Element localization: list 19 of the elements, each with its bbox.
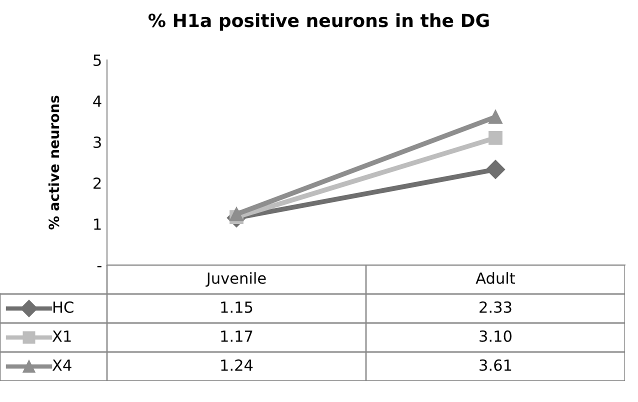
text: 2.33 bbox=[480, 301, 512, 313]
y-axis-title: % active neurons bbox=[48, 96, 60, 230]
chart-title: % H1a positive neurons in the DG bbox=[148, 13, 489, 31]
y-tick-label: 1 bbox=[94, 218, 101, 230]
legend-label: X4 bbox=[52, 360, 72, 371]
legend-label: HC bbox=[54, 301, 74, 313]
text: 3.10 bbox=[480, 330, 512, 342]
y-tick-label: - bbox=[97, 266, 102, 268]
x-tick-label: Juvenile bbox=[206, 272, 266, 287]
text: 3.61 bbox=[480, 359, 512, 371]
x-tick-label: Adult bbox=[476, 272, 516, 284]
y-tick-label: 5 bbox=[94, 54, 101, 66]
y-tick-label: 2 bbox=[94, 177, 101, 189]
y-tick-label: 3 bbox=[94, 136, 101, 148]
legend-label: X1 bbox=[52, 330, 71, 342]
text: 1.17 bbox=[221, 330, 252, 342]
text: 1.15 bbox=[221, 302, 252, 313]
y-tick-label: 4 bbox=[93, 96, 102, 107]
text: 1.24 bbox=[221, 359, 253, 371]
